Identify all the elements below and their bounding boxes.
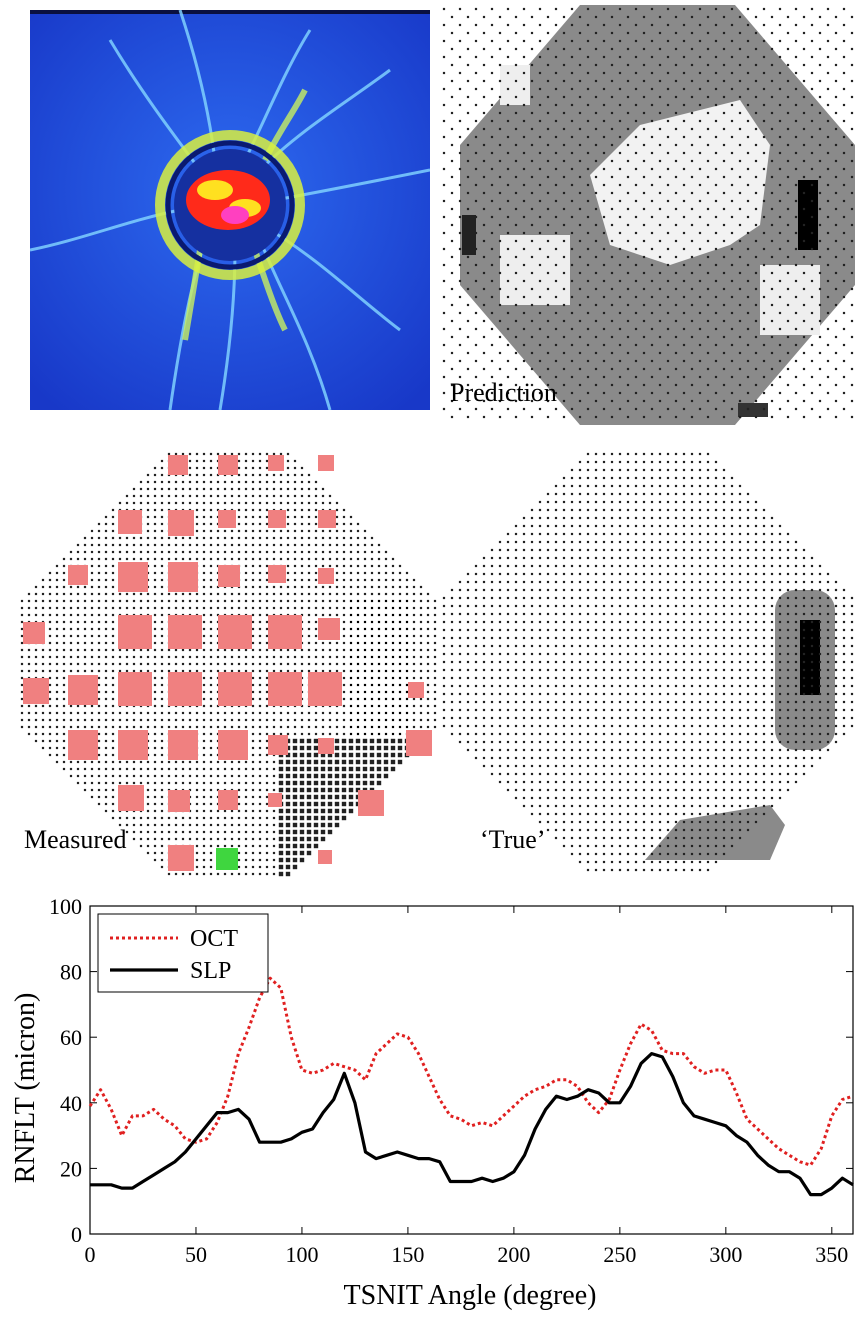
prediction-panel: Prediction — [440, 5, 855, 425]
retina-heatmap-panel — [30, 10, 430, 410]
x-tick-label: 350 — [815, 1242, 848, 1267]
legend-box — [98, 914, 268, 992]
measured-panel: Measured — [18, 450, 438, 878]
x-tick-label: 100 — [285, 1242, 318, 1267]
x-tick-label: 200 — [497, 1242, 530, 1267]
true-panel: ‘True’ — [440, 450, 855, 878]
y-tick-label: 40 — [60, 1091, 82, 1116]
x-axis-label: TSNIT Angle (degree) — [344, 1280, 597, 1311]
rnflt-line-chart: 0 50 100 150 200 250 300 350 0 20 40 60 80 100 OCT SLP… — [0, 888, 855, 1313]
y-tick-label: 0 — [71, 1222, 82, 1247]
x-tick-label: 150 — [391, 1242, 424, 1267]
prediction-map: Prediction — [440, 5, 855, 425]
x-tick-label: 300 — [709, 1242, 742, 1267]
legend-label-slp: SLP — [190, 958, 231, 984]
measured-map: Measured — [18, 450, 438, 878]
x-tick-label: 250 — [603, 1242, 636, 1267]
retina-heatmap-image — [30, 10, 430, 410]
true-map: ‘True’ — [440, 450, 855, 878]
true-label: ‘True’ — [480, 825, 545, 854]
y-tick-label: 20 — [60, 1156, 82, 1181]
x-tick-label: 0 — [85, 1242, 96, 1267]
y-axis-label: RNFLT (micron) — [10, 993, 41, 1184]
y-tick-label: 60 — [60, 1025, 82, 1050]
prediction-label: Prediction — [450, 378, 557, 407]
y-tick-label: 100 — [49, 894, 82, 919]
y-tick-label: 80 — [60, 960, 82, 985]
chart-svg: 0 50 100 150 200 250 300 350 0 20 40 60 80 100 OCT SLP… — [0, 888, 855, 1313]
series-slp-line — [90, 1054, 853, 1195]
x-tick-label: 50 — [185, 1242, 207, 1267]
legend-label-oct: OCT — [190, 926, 238, 952]
measured-label: Measured — [24, 825, 127, 854]
